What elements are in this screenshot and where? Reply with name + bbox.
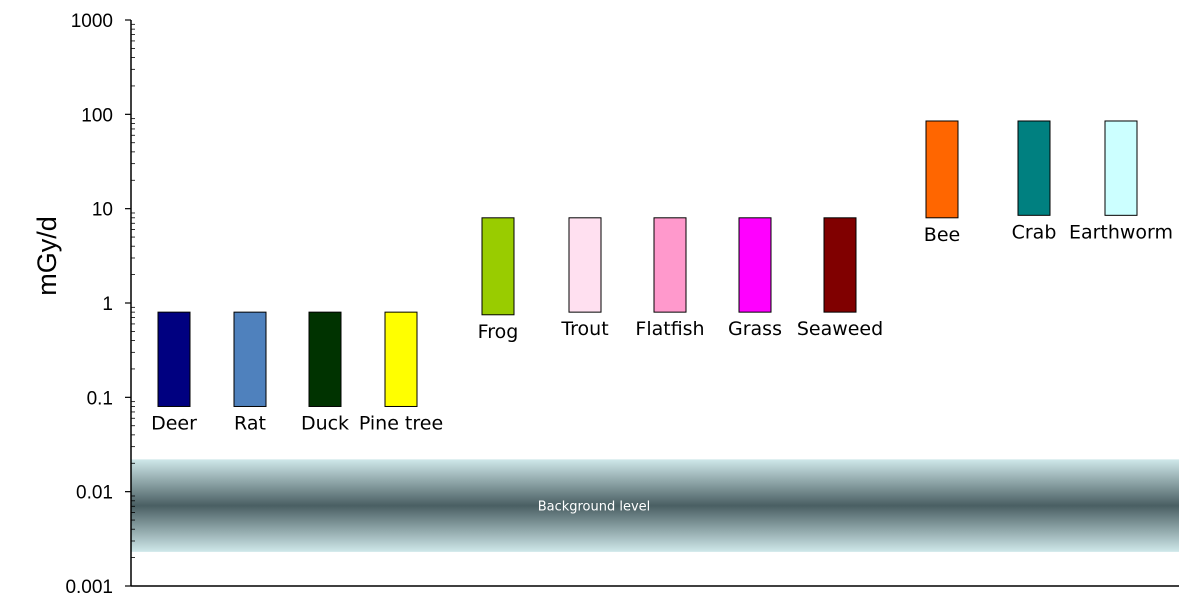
bar-rat bbox=[233, 311, 267, 407]
bar-duck bbox=[308, 311, 342, 407]
background-band-label: Background level bbox=[538, 500, 651, 515]
category-label: Seaweed bbox=[797, 318, 883, 340]
y-tick-label: 0.1 bbox=[87, 388, 113, 409]
y-tick-label: 10 bbox=[92, 200, 113, 221]
bar-deer bbox=[157, 311, 191, 407]
background-band-rect bbox=[131, 459, 1179, 552]
y-tick-label: 0.01 bbox=[76, 483, 113, 504]
category-label: Rat bbox=[234, 412, 266, 434]
bar-seaweed bbox=[823, 217, 857, 313]
bar-frog bbox=[481, 217, 515, 316]
category-label: Duck bbox=[301, 412, 349, 434]
bar-flatfish bbox=[653, 217, 687, 313]
bar-bee bbox=[925, 120, 959, 219]
category-label: Frog bbox=[478, 321, 519, 343]
category-label: Bee bbox=[924, 224, 960, 246]
y-tick-label: 1000 bbox=[71, 11, 113, 32]
category-label: Flatfish bbox=[635, 318, 704, 340]
y-axis: 0.001 0.01 0.1 1 10 100 1000 bbox=[65, 11, 1179, 593]
y-axis-title: mGy/d bbox=[32, 216, 62, 296]
bar-trout bbox=[568, 217, 602, 313]
bar-earthworm bbox=[1104, 120, 1138, 216]
category-label: Grass bbox=[728, 318, 782, 340]
y-tick-label: 1 bbox=[102, 294, 113, 315]
y-tick-label: 100 bbox=[81, 105, 113, 126]
background-band: Background level bbox=[131, 459, 1179, 552]
category-label: Pine tree bbox=[359, 412, 443, 434]
category-label: Deer bbox=[151, 412, 197, 434]
bar-grass bbox=[738, 217, 772, 313]
bar-crab bbox=[1017, 120, 1051, 216]
category-label: Earthworm bbox=[1069, 221, 1173, 243]
bars: Deer Rat Duck Pine tree Frog Trout Flatfish Gra… bbox=[151, 120, 1173, 434]
y-tick-label: 0.001 bbox=[65, 577, 113, 593]
category-label: Crab bbox=[1012, 221, 1057, 243]
category-label: Trout bbox=[560, 318, 608, 340]
bar-pine-tree bbox=[384, 311, 418, 407]
